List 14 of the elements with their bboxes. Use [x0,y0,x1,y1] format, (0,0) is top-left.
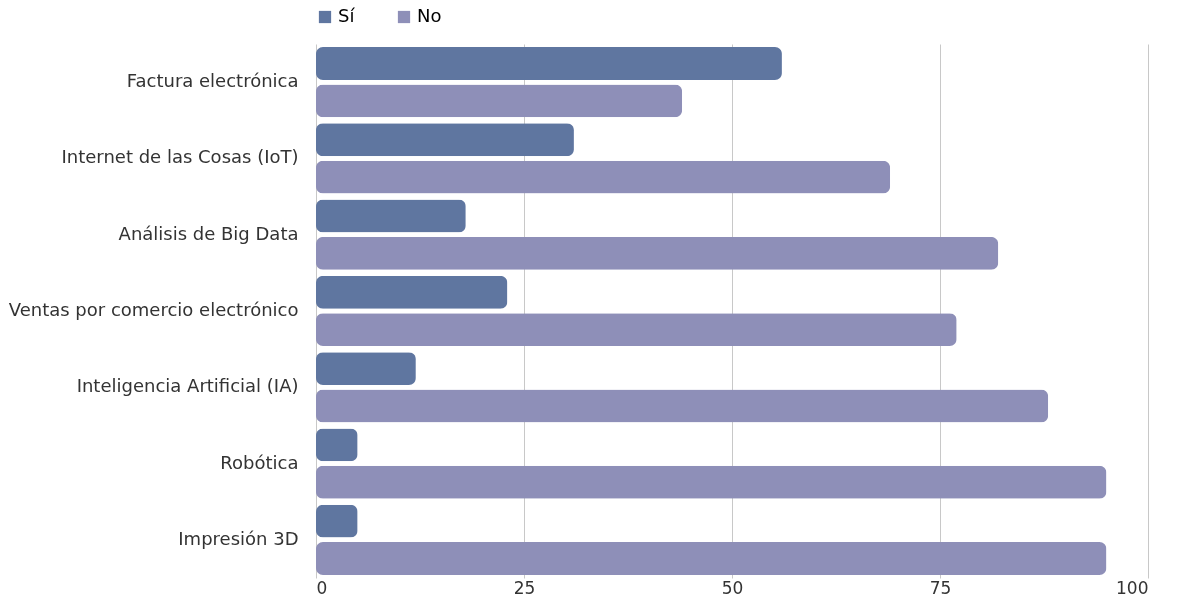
x-tick-label: 75 [929,577,952,598]
legend-label: No [417,5,442,26]
y-tick-label: Factura electrónica [126,70,299,92]
y-tick-label: Robótica [220,451,299,473]
x-tick-label: 50 [721,577,744,598]
x-tick-label: 100 [1116,577,1149,598]
y-tick-label: Ventas por comercio electrónico [8,299,299,320]
x-tick-label: 0 [316,577,328,598]
y-tick-label: Impresión 3D [178,527,299,549]
y-tick-label: Análisis de Big Data [118,222,299,244]
y-tick-label: Internet de las Cosas (IoT) [61,146,299,168]
legend-label: Sí [338,5,356,26]
x-tick-label: 25 [513,577,536,598]
y-tick-label: Inteligencia Artificial (IA) [76,375,299,397]
